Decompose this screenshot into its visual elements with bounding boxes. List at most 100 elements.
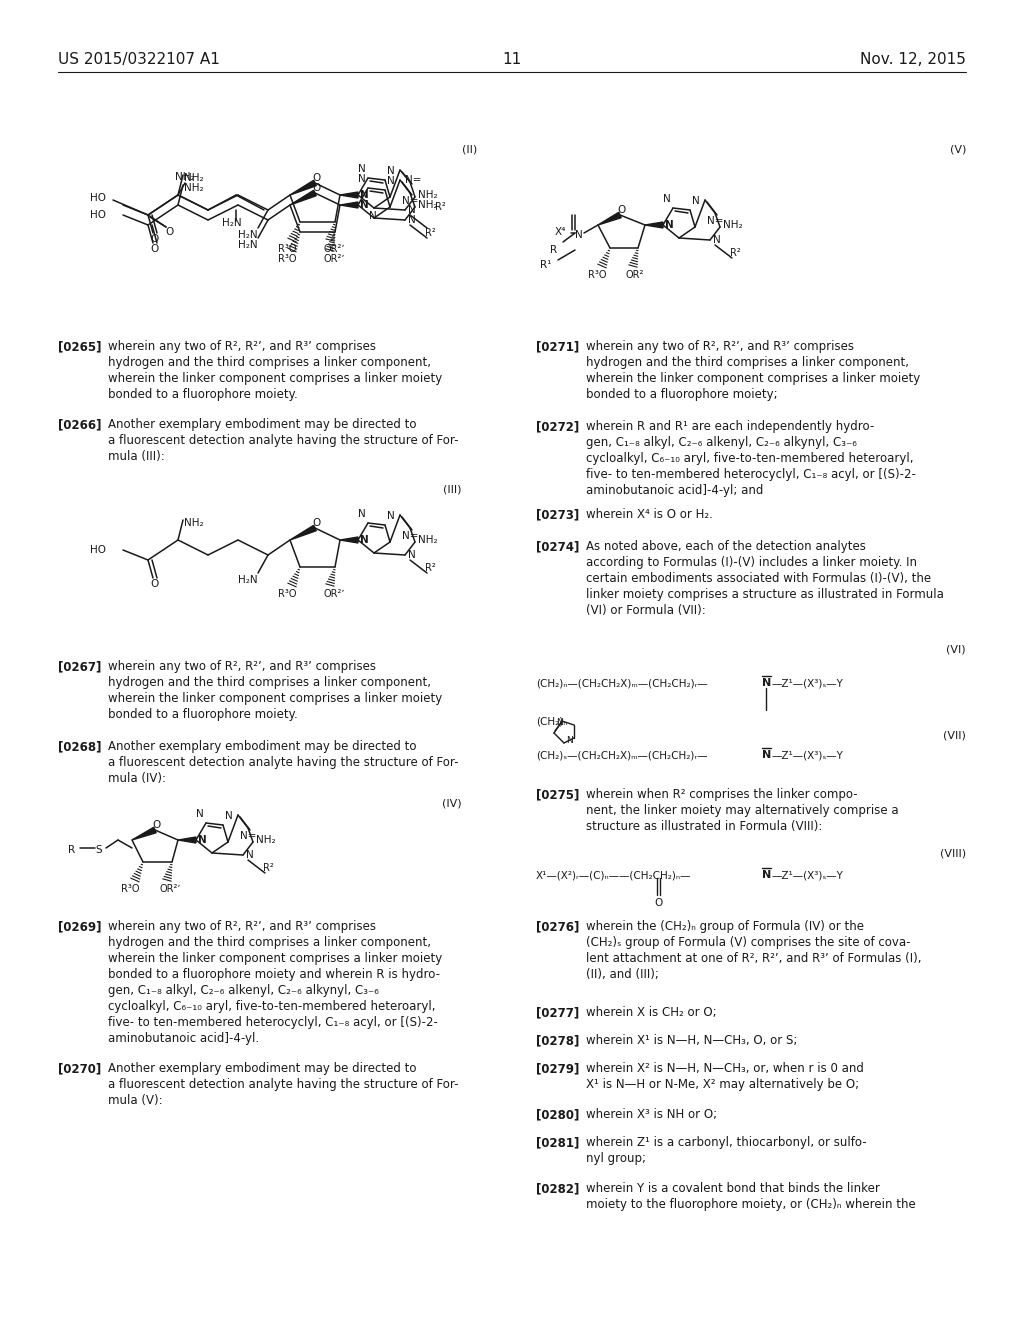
Polygon shape	[290, 181, 316, 195]
Text: wherein the linker component comprises a linker moiety: wherein the linker component comprises a…	[108, 372, 442, 385]
Text: OR²ʼ: OR²ʼ	[323, 253, 344, 264]
Text: NH₂: NH₂	[184, 517, 204, 528]
Text: Another exemplary embodiment may be directed to: Another exemplary embodiment may be dire…	[108, 418, 417, 432]
Text: nent, the linker moiety may alternatively comprise a: nent, the linker moiety may alternativel…	[586, 804, 899, 817]
Text: N: N	[762, 750, 771, 760]
Text: [0272]: [0272]	[536, 420, 580, 433]
Text: wherein Z¹ is a carbonyl, thiocarbonyl, or sulfo-: wherein Z¹ is a carbonyl, thiocarbonyl, …	[586, 1137, 866, 1148]
Text: R¹: R¹	[540, 260, 551, 271]
Text: N=: N=	[707, 216, 724, 226]
Text: N: N	[387, 511, 394, 521]
Text: 11: 11	[503, 51, 521, 67]
Text: wherein R and R¹ are each independently hydro-: wherein R and R¹ are each independently …	[586, 420, 874, 433]
Text: N: N	[358, 174, 366, 183]
Text: H₂N: H₂N	[238, 230, 258, 240]
Text: Another exemplary embodiment may be directed to: Another exemplary embodiment may be dire…	[108, 741, 417, 752]
Text: bonded to a fluorophore moiety and wherein R is hydro-: bonded to a fluorophore moiety and where…	[108, 968, 440, 981]
Text: X⁴: X⁴	[555, 227, 566, 238]
Text: NH₂: NH₂	[723, 220, 742, 230]
Text: (CH₂)ₛ—(CH₂CH₂X)ₘ—(CH₂CH₂)ᵣ—: (CH₂)ₛ—(CH₂CH₂X)ₘ—(CH₂CH₂)ᵣ—	[536, 750, 708, 760]
Polygon shape	[340, 537, 358, 543]
Text: O: O	[312, 183, 321, 193]
Text: [0266]: [0266]	[58, 418, 101, 432]
Text: wherein the linker component comprises a linker moiety: wherein the linker component comprises a…	[586, 372, 921, 385]
Text: hydrogen and the third comprises a linker component,: hydrogen and the third comprises a linke…	[586, 356, 909, 370]
Text: wherein X¹ is N—H, N—CH₃, O, or S;: wherein X¹ is N—H, N—CH₃, O, or S;	[586, 1034, 798, 1047]
Text: N: N	[387, 166, 394, 176]
Text: (CH₂)ₙ: (CH₂)ₙ	[536, 715, 567, 726]
Text: X¹—(X²)ᵣ—(C)ₙ——(CH₂CH₂)ₙ—: X¹—(X²)ᵣ—(C)ₙ——(CH₂CH₂)ₙ—	[536, 870, 691, 880]
Text: bonded to a fluorophore moiety.: bonded to a fluorophore moiety.	[108, 388, 298, 401]
Text: N: N	[556, 718, 563, 727]
Text: R²: R²	[730, 248, 740, 257]
Text: O: O	[150, 579, 159, 589]
Text: N: N	[358, 164, 366, 174]
Text: [0269]: [0269]	[58, 920, 101, 933]
Text: R³O: R³O	[278, 253, 297, 264]
Text: N: N	[575, 230, 583, 240]
Text: N: N	[360, 190, 369, 201]
Text: HO: HO	[90, 545, 106, 554]
Text: mula (V):: mula (V):	[108, 1094, 163, 1107]
Text: N=: N=	[406, 176, 422, 185]
Text: wherein X² is N—H, N—CH₃, or, when r is 0 and: wherein X² is N—H, N—CH₃, or, when r is …	[586, 1063, 864, 1074]
Text: mula (IV):: mula (IV):	[108, 772, 166, 785]
Polygon shape	[132, 828, 157, 840]
Text: wherein the linker component comprises a linker moiety: wherein the linker component comprises a…	[108, 952, 442, 965]
Text: Another exemplary embodiment may be directed to: Another exemplary embodiment may be dire…	[108, 1063, 417, 1074]
Text: R²: R²	[435, 202, 445, 213]
Text: wherein any two of R², R²ʼ, and R³ʼ comprises: wherein any two of R², R²ʼ, and R³ʼ comp…	[108, 660, 376, 673]
Text: a fluorescent detection analyte having the structure of For-: a fluorescent detection analyte having t…	[108, 756, 459, 770]
Text: R²: R²	[425, 228, 436, 238]
Text: NH₂: NH₂	[418, 535, 437, 545]
Text: —Z¹—(X³)ₛ—Y: —Z¹—(X³)ₛ—Y	[772, 750, 844, 760]
Text: OR²ʼ: OR²ʼ	[160, 884, 181, 894]
Polygon shape	[178, 837, 196, 843]
Text: wherein when R² comprises the linker compo-: wherein when R² comprises the linker com…	[586, 788, 858, 801]
Text: NH₂: NH₂	[256, 836, 275, 845]
Text: [0280]: [0280]	[536, 1107, 580, 1121]
Text: R³O: R³O	[278, 589, 297, 599]
Text: N: N	[566, 737, 572, 744]
Text: wherein any two of R², R²ʼ, and R³ʼ comprises: wherein any two of R², R²ʼ, and R³ʼ comp…	[108, 341, 376, 352]
Text: O: O	[312, 517, 321, 528]
Text: S: S	[95, 845, 101, 855]
Text: structure as illustrated in Formula (VIII):: structure as illustrated in Formula (VII…	[586, 820, 822, 833]
Text: N: N	[692, 195, 699, 206]
Text: N: N	[196, 809, 204, 818]
Text: (VI): (VI)	[946, 645, 966, 655]
Polygon shape	[290, 190, 316, 205]
Polygon shape	[598, 213, 622, 224]
Text: R: R	[68, 845, 75, 855]
Text: R³O: R³O	[121, 884, 139, 894]
Text: H₂N: H₂N	[222, 218, 242, 228]
Text: N: N	[408, 550, 416, 560]
Text: bonded to a fluorophore moiety;: bonded to a fluorophore moiety;	[586, 388, 777, 401]
Text: —Z¹—(X³)ₛ—Y: —Z¹—(X³)ₛ—Y	[772, 678, 844, 688]
Text: HO: HO	[90, 210, 106, 220]
Text: [0270]: [0270]	[58, 1063, 101, 1074]
Text: N: N	[408, 215, 416, 224]
Text: [0273]: [0273]	[536, 508, 580, 521]
Text: mula (III):: mula (III):	[108, 450, 165, 463]
Text: H₂N: H₂N	[238, 240, 258, 249]
Text: NH₂: NH₂	[418, 190, 437, 201]
Text: N: N	[198, 836, 207, 845]
Text: R³O: R³O	[278, 244, 297, 253]
Text: [0281]: [0281]	[536, 1137, 580, 1148]
Text: [0265]: [0265]	[58, 341, 101, 352]
Text: (II): (II)	[462, 145, 477, 154]
Polygon shape	[340, 202, 358, 209]
Text: cycloalkyl, C₆₋₁₀ aryl, five-to-ten-membered heteroaryl,: cycloalkyl, C₆₋₁₀ aryl, five-to-ten-memb…	[108, 1001, 435, 1012]
Text: N: N	[408, 205, 416, 215]
Text: hydrogen and the third comprises a linker component,: hydrogen and the third comprises a linke…	[108, 936, 431, 949]
Text: a fluorescent detection analyte having the structure of For-: a fluorescent detection analyte having t…	[108, 1078, 459, 1092]
Text: [0282]: [0282]	[536, 1181, 580, 1195]
Text: moiety to the fluorophore moiety, or (CH₂)ₙ wherein the: moiety to the fluorophore moiety, or (CH…	[586, 1199, 915, 1210]
Text: NH₂: NH₂	[175, 172, 195, 182]
Text: wherein any two of R², R²ʼ, and R³ʼ comprises: wherein any two of R², R²ʼ, and R³ʼ comp…	[108, 920, 376, 933]
Text: [0278]: [0278]	[536, 1034, 580, 1047]
Text: wherein the (CH₂)ₙ group of Formula (IV) or the: wherein the (CH₂)ₙ group of Formula (IV)…	[586, 920, 864, 933]
Text: O: O	[654, 898, 663, 908]
Text: [0271]: [0271]	[536, 341, 580, 352]
